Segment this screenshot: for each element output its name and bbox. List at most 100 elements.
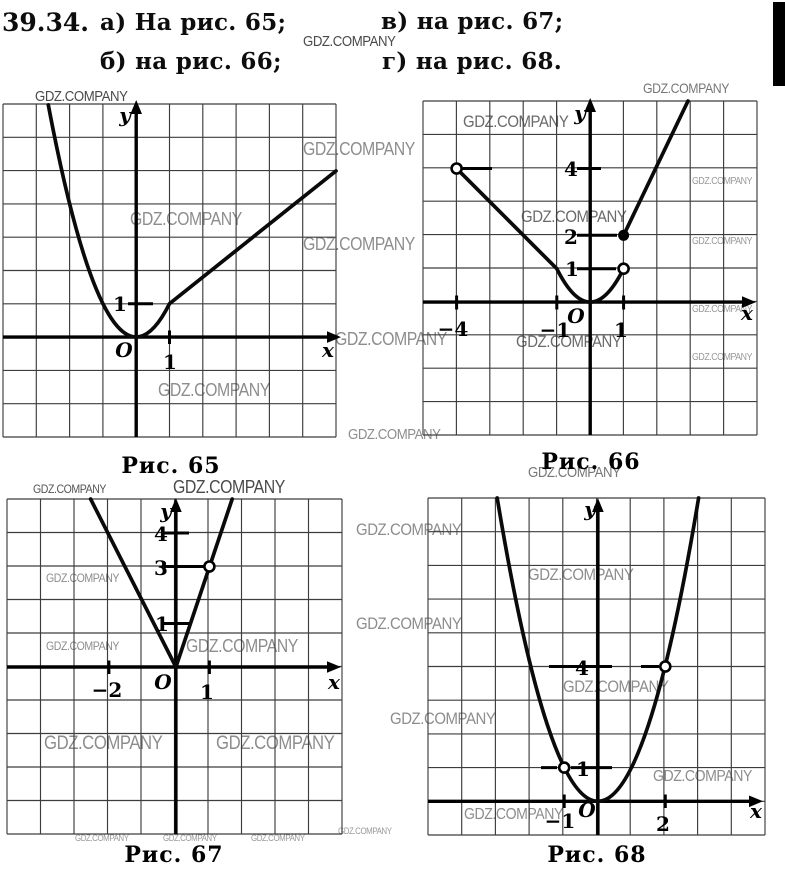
fig66-closed-point-1-2 <box>618 229 630 241</box>
watermark-text: GDZ.COMPANY <box>692 304 753 315</box>
fig65-curve <box>46 103 338 339</box>
fig66-x-tick-label-1: 1 <box>614 318 628 342</box>
watermark-text: GDZ.COMPANY <box>692 352 753 363</box>
fig66-x-axis-arrow-icon <box>742 296 756 308</box>
fig68-x-axis-label: x <box>749 799 763 823</box>
fig66-x-tick-label--1: −1 <box>540 318 571 342</box>
fig67-y-tick-label-4: 4 <box>154 522 168 546</box>
watermark-text: GDZ.COMPANY <box>335 329 447 349</box>
fig66-open-point-1-1 <box>617 262 630 276</box>
figure-68: 4 1 −1 2 O y x Рис. 68 <box>427 496 766 868</box>
problem-number: 39.34. <box>2 8 89 37</box>
figure-66: 4 2 1 −4 −1 1 O y x Рис. 66 <box>422 98 758 475</box>
fig68-x-axis-arrow-icon <box>749 795 763 808</box>
fig68-y-tick-label-4: 4 <box>575 656 589 680</box>
watermark-text: GDZ.COMPANY <box>46 571 119 585</box>
watermark-text: GDZ.COMPANY <box>516 332 622 351</box>
fig67-curve-v-shape <box>88 497 235 669</box>
grid-lines <box>2 103 337 438</box>
watermark-text: GDZ.COMPANY <box>303 139 415 159</box>
fig68-x-tick-label-2: 2 <box>656 812 670 836</box>
fig68-curve-parabola <box>495 496 701 804</box>
watermark-text: GDZ.COMPANY <box>692 176 753 187</box>
fig65-y-axis-label: y <box>118 103 132 127</box>
fig67-ticks <box>107 531 211 674</box>
figure-65: 1 1 O y x Рис. 65 <box>2 100 341 479</box>
watermark-text: GDZ.COMPANY <box>33 482 106 496</box>
watermark-text: GDZ.COMPANY <box>390 709 496 728</box>
fig66-open-point--4-4 <box>450 162 463 175</box>
figure-67: 4 3 1 −2 1 O y x Рис. 67 <box>6 497 343 868</box>
fig68-origin-label: O <box>578 798 596 822</box>
fig65-ticks <box>128 302 171 344</box>
fig66-curve-right-ray <box>621 99 690 238</box>
fig67-y-axis-arrow-icon <box>170 498 182 512</box>
fig65-y-axis-arrow-icon <box>130 100 142 114</box>
fig65-x-axis-arrow-icon <box>327 331 341 343</box>
fig68-y-tick-label-1: 1 <box>576 757 590 781</box>
fig66-y-tick-label-4: 4 <box>564 157 578 181</box>
watermark-text: GDZ.COMPANY <box>251 833 305 843</box>
fig66-y-axis-arrow-icon <box>584 98 596 112</box>
fig66-y-axis-label: y <box>573 101 587 125</box>
scan-artifact-bar <box>773 2 785 86</box>
fig66-ticks <box>455 167 626 310</box>
fig66-curve-left-branch <box>457 169 626 304</box>
fig68-y-axis-label: y <box>583 497 597 521</box>
watermark-text: GDZ.COMPANY <box>521 207 627 226</box>
watermark-text: GDZ.COMPANY <box>35 88 128 105</box>
watermark-text: GDZ.COMPANY <box>163 833 217 843</box>
watermark-text: GDZ.COMPANY <box>643 80 729 96</box>
fig68-y-axis-arrow-icon <box>592 498 604 512</box>
watermark-text: GDZ.COMPANY <box>653 768 752 785</box>
fig66-y-tick-label-1: 1 <box>565 257 579 281</box>
fig68-x-tick-label--1: −1 <box>545 809 576 833</box>
fig67-x-axis-arrow-icon <box>327 661 341 673</box>
fig68-caption: Рис. 68 <box>547 842 646 868</box>
watermark-text: GDZ.COMPANY <box>130 209 242 229</box>
fig67-x-axis-label: x <box>327 670 341 694</box>
watermark-text: GDZ.COMPANY <box>356 520 462 539</box>
watermark-text: GDZ.COMPANY <box>46 639 119 653</box>
fig66-origin-label: O <box>567 304 585 328</box>
fig67-caption: Рис. 67 <box>124 842 223 868</box>
fig67-y-axis-label: y <box>159 499 173 523</box>
fig65-x-axis-label: x <box>321 338 335 362</box>
fig65-caption: Рис. 65 <box>121 453 220 479</box>
watermark-text: GDZ.COMPANY <box>356 614 462 633</box>
watermark-text: GDZ.COMPANY <box>528 565 634 584</box>
fig65-y-tick-label: 1 <box>113 292 127 316</box>
fig66-x-axis-label: x <box>740 301 754 325</box>
header-item-g: г) на рис. 68. <box>382 48 563 75</box>
fig67-open-point-1-3 <box>203 560 216 573</box>
watermark-text: GDZ.COMPANY <box>303 234 415 254</box>
watermark-text: GDZ.COMPANY <box>303 33 396 50</box>
fig66-caption: Рис. 66 <box>541 449 640 475</box>
fig66-x-tick-label--4: −4 <box>438 317 469 341</box>
watermark-text: GDZ.COMPANY <box>348 426 441 443</box>
watermark-text: GDZ.COMPANY <box>338 826 392 836</box>
header-item-a: а) На рис. 65; <box>100 9 287 36</box>
watermark-text: GDZ.COMPANY <box>563 677 669 696</box>
fig66-y-tick-label-2: 2 <box>564 225 578 249</box>
fig67-origin-label: O <box>154 670 172 694</box>
header-item-b: б) на рис. 66; <box>100 48 282 75</box>
fig65-origin-label: O <box>115 338 133 362</box>
watermark-text: GDZ.COMPANY <box>75 833 129 843</box>
fig67-x-tick-label--2: −2 <box>92 678 123 702</box>
fig67-y-tick-label-3: 3 <box>154 556 168 580</box>
watermark-text: GDZ.COMPANY <box>692 236 753 247</box>
fig68-open-point--1-1 <box>557 761 571 774</box>
fig68-open-point-2-4 <box>658 660 672 673</box>
watermark-text: GDZ.COMPANY <box>186 636 298 656</box>
fig67-x-tick-label-1: 1 <box>200 680 214 704</box>
fig67-y-tick-label-1: 1 <box>155 612 169 636</box>
fig68-ticks <box>541 665 667 808</box>
watermark-text: GDZ.COMPANY <box>173 477 285 497</box>
watermark-text: GDZ.COMPANY <box>158 380 270 400</box>
fig65-x-tick-label: 1 <box>163 350 177 374</box>
watermark-text: GDZ.COMPANY <box>464 806 563 823</box>
